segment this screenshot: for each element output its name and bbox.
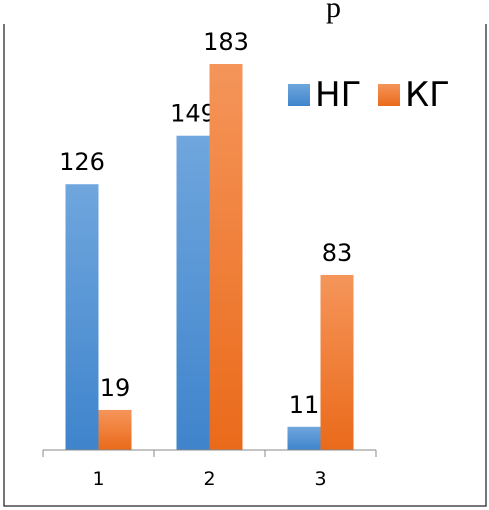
legend-label-series-1: НГ [315, 75, 361, 115]
data-label-series-1-cat-1: 126 [59, 148, 105, 176]
legend-swatch-series-1 [288, 84, 310, 106]
legend-label-series-2: КГ [405, 75, 450, 115]
bar-series-2-cat-1 [98, 409, 132, 450]
legend-swatch-series-2 [378, 84, 400, 106]
caption-band [0, 0, 489, 24]
bar-series-2-cat-3 [320, 274, 354, 450]
x-tick-label-2: 2 [203, 468, 215, 490]
bar-series-2-cat-2 [209, 64, 243, 450]
bar-series-1-cat-1 [65, 184, 99, 451]
caption-fragment: р [326, 0, 341, 24]
data-label-series-2-cat-1: 19 [100, 374, 131, 402]
bar-series-1-cat-2 [176, 135, 210, 450]
bar-series-1-cat-3 [287, 426, 321, 450]
data-label-series-1-cat-3: 11 [289, 391, 320, 419]
x-tick-label-3: 3 [314, 468, 326, 490]
data-label-series-1-cat-2: 149 [170, 100, 216, 128]
legend: НГ КГ [288, 75, 450, 115]
plot-area: 126 149 11 19 183 83 1 2 3 [42, 28, 377, 490]
data-label-series-2-cat-2: 183 [203, 28, 249, 56]
data-label-series-2-cat-3: 83 [322, 239, 353, 267]
x-tick-label-1: 1 [92, 468, 104, 490]
